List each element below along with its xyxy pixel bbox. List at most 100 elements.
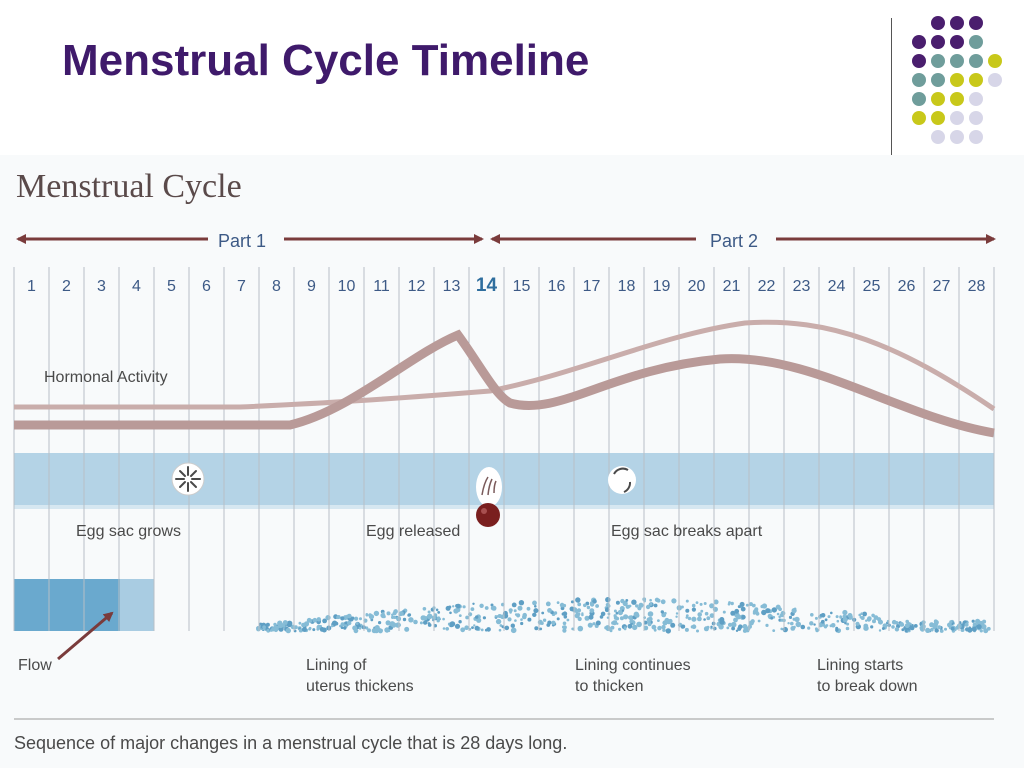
lining-dot xyxy=(859,616,863,619)
lining-dot xyxy=(787,622,790,625)
lining-dot xyxy=(671,598,677,604)
lining-dot xyxy=(381,612,385,615)
lining-dot xyxy=(939,629,944,633)
lining-dot xyxy=(499,624,503,627)
lining-dot xyxy=(347,620,352,626)
lining-dot xyxy=(426,613,433,620)
decorative-dot xyxy=(931,54,945,68)
decorative-dot xyxy=(931,73,945,87)
lining-dot xyxy=(657,619,660,622)
lining-dot xyxy=(839,615,842,618)
lining-dot xyxy=(739,601,745,607)
lining-breaks-line-2: to break down xyxy=(817,678,918,695)
lining-dot xyxy=(907,628,911,631)
lining-dot xyxy=(442,617,445,621)
lining-dot xyxy=(605,597,611,603)
lining-dot xyxy=(710,625,713,628)
lining-dot xyxy=(265,622,270,627)
lining-dot xyxy=(343,626,347,630)
lining-dot xyxy=(866,617,872,622)
lining-dot xyxy=(534,626,539,631)
lining-dot xyxy=(423,620,428,625)
lining-dot xyxy=(950,626,955,631)
lining-dot xyxy=(690,625,694,629)
lining-dot xyxy=(730,621,737,628)
lining-dot xyxy=(577,616,582,622)
lining-dot xyxy=(661,612,667,618)
lining-dot xyxy=(904,623,910,629)
lining-dot xyxy=(794,617,798,621)
lining-dot xyxy=(800,624,806,630)
lining-dot xyxy=(632,624,638,631)
lining-dot xyxy=(738,624,743,629)
lining-dot xyxy=(782,626,788,633)
lining-dot xyxy=(527,617,532,622)
lining-dot xyxy=(577,602,582,607)
lining-dot xyxy=(282,620,288,625)
lining-dot xyxy=(619,616,624,621)
day-label: 21 xyxy=(723,278,741,295)
lining-dot xyxy=(437,611,441,614)
lining-dot xyxy=(301,622,306,628)
lining-dot xyxy=(835,628,839,632)
decorative-dot xyxy=(931,130,945,144)
lining-dot xyxy=(368,614,375,620)
lining-dot xyxy=(465,615,469,620)
lining-dot xyxy=(610,625,615,630)
lining-dot xyxy=(615,611,619,615)
lining-dot xyxy=(404,626,410,632)
lining-dot xyxy=(479,603,484,608)
lining-dot xyxy=(517,605,523,611)
lining-dot xyxy=(691,616,697,622)
lining-dot xyxy=(480,628,484,632)
lining-dot xyxy=(733,617,738,623)
lining-dot xyxy=(699,602,703,606)
lining-dot xyxy=(592,599,597,604)
lining-dot xyxy=(589,602,595,607)
lining-dot xyxy=(613,609,617,613)
day-label: 20 xyxy=(688,278,706,295)
lining-dot xyxy=(373,610,380,617)
lining-dot xyxy=(621,609,625,612)
decorative-dot xyxy=(912,92,926,106)
lining-dot xyxy=(436,616,441,620)
lining-dot xyxy=(308,626,312,630)
day-label: 9 xyxy=(307,278,316,295)
lining-dot xyxy=(648,616,653,622)
lining-continues-line-1: Lining continues xyxy=(575,657,691,674)
lining-dot xyxy=(975,618,981,624)
lining-dot xyxy=(352,625,358,631)
broken-egg-sac-icon xyxy=(608,466,636,494)
lining-dot xyxy=(615,616,620,621)
lining-dot xyxy=(719,619,725,625)
lining-dot xyxy=(442,627,446,630)
lining-dot xyxy=(491,605,497,611)
decorative-dot xyxy=(950,16,964,30)
lining-dot xyxy=(662,620,668,626)
lining-dot xyxy=(561,612,565,616)
day-label: 19 xyxy=(653,278,671,295)
lining-dot xyxy=(731,626,735,631)
lining-dot xyxy=(772,629,776,632)
lining-dot xyxy=(838,628,841,632)
day-label: 14 xyxy=(476,275,498,296)
lining-dot xyxy=(575,611,579,614)
lining-dot xyxy=(331,624,334,628)
lining-dot xyxy=(345,614,350,618)
lining-dot xyxy=(807,626,811,630)
lining-dot xyxy=(513,609,517,613)
decorative-dot xyxy=(969,130,983,144)
lining-dot xyxy=(391,622,397,628)
lining-dot xyxy=(722,610,726,614)
lining-dot xyxy=(340,626,344,629)
lining-dot xyxy=(703,618,706,621)
lining-dot xyxy=(709,613,715,618)
lining-dot xyxy=(482,616,486,620)
lining-dot xyxy=(754,607,759,612)
day-label: 10 xyxy=(338,278,356,295)
lining-dot xyxy=(790,621,794,626)
lining-dot xyxy=(455,607,461,613)
lining-dot xyxy=(358,626,362,630)
lining-dot xyxy=(983,628,989,634)
lining-dot xyxy=(728,601,731,604)
